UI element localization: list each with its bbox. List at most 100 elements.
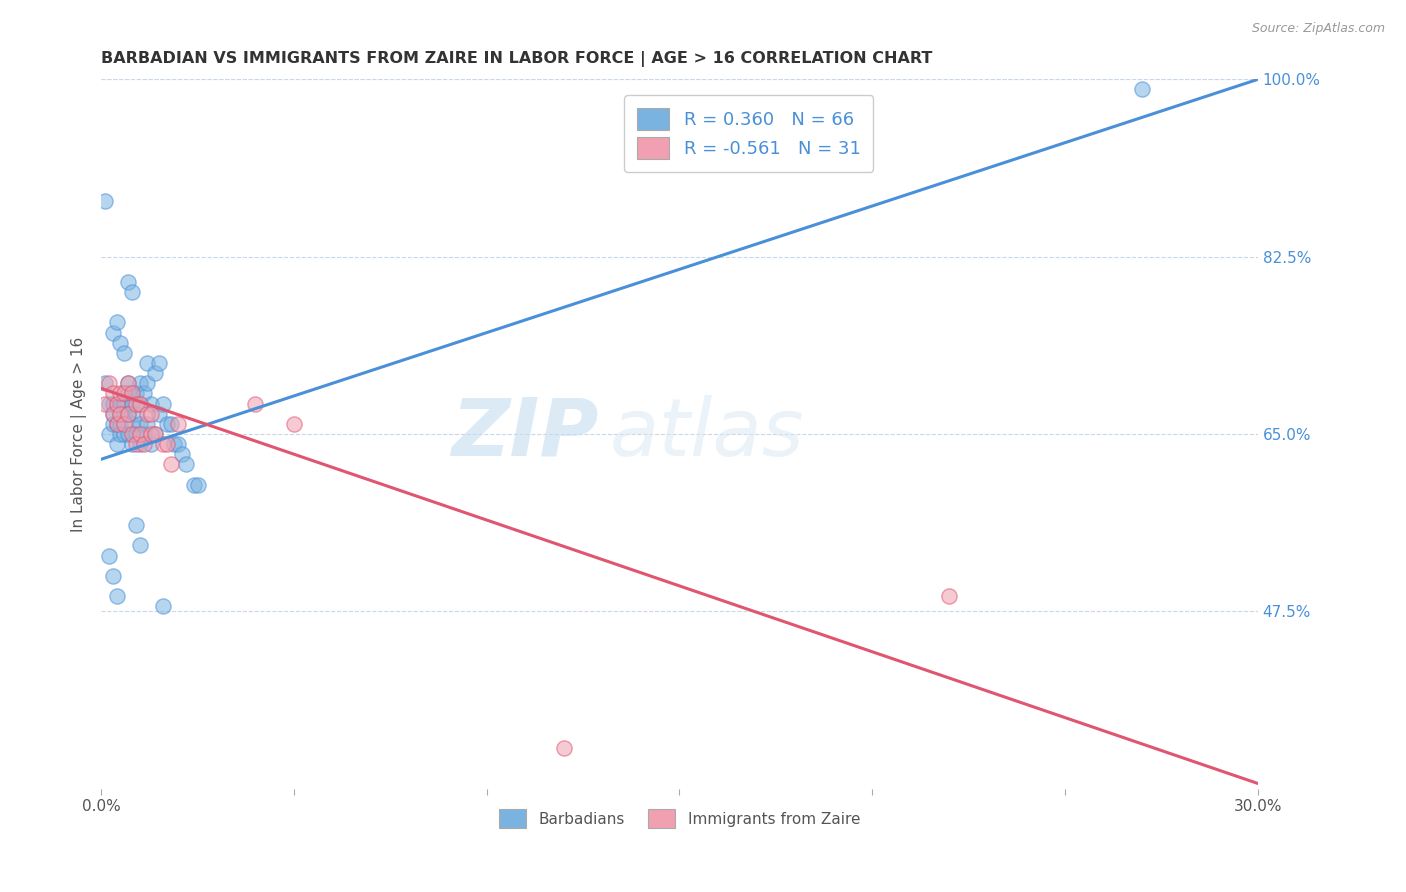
Point — [125, 386, 148, 401]
Point — [101, 407, 124, 421]
Point — [117, 386, 139, 401]
Point — [110, 386, 132, 401]
Point — [110, 407, 132, 421]
Text: atlas: atlas — [610, 395, 804, 473]
Point — [152, 599, 174, 614]
Point — [97, 426, 120, 441]
Point — [112, 417, 135, 431]
Point — [121, 285, 143, 299]
Point — [938, 589, 960, 603]
Point — [125, 437, 148, 451]
Point — [174, 458, 197, 472]
Legend: Barbadians, Immigrants from Zaire: Barbadians, Immigrants from Zaire — [492, 803, 866, 834]
Point — [128, 396, 150, 410]
Point — [94, 396, 117, 410]
Point — [132, 437, 155, 451]
Point — [97, 396, 120, 410]
Point — [121, 396, 143, 410]
Point — [125, 426, 148, 441]
Point — [94, 194, 117, 208]
Point — [101, 568, 124, 582]
Point — [141, 426, 163, 441]
Point — [128, 376, 150, 391]
Point — [128, 417, 150, 431]
Point — [152, 396, 174, 410]
Point — [128, 538, 150, 552]
Point — [101, 407, 124, 421]
Point — [136, 417, 159, 431]
Point — [117, 426, 139, 441]
Point — [105, 316, 128, 330]
Point — [159, 458, 181, 472]
Point — [136, 356, 159, 370]
Point — [121, 417, 143, 431]
Point — [136, 407, 159, 421]
Point — [105, 417, 128, 431]
Point — [148, 356, 170, 370]
Point — [1130, 82, 1153, 96]
Point — [117, 376, 139, 391]
Text: Source: ZipAtlas.com: Source: ZipAtlas.com — [1251, 22, 1385, 36]
Point — [143, 426, 166, 441]
Point — [112, 396, 135, 410]
Point — [110, 426, 132, 441]
Point — [121, 426, 143, 441]
Point — [112, 407, 135, 421]
Point — [167, 437, 190, 451]
Point — [132, 426, 155, 441]
Point — [183, 477, 205, 491]
Point — [245, 396, 267, 410]
Point — [112, 426, 135, 441]
Point — [148, 407, 170, 421]
Point — [132, 386, 155, 401]
Point — [128, 396, 150, 410]
Point — [143, 426, 166, 441]
Point — [101, 417, 124, 431]
Point — [128, 426, 150, 441]
Point — [112, 386, 135, 401]
Point — [105, 396, 128, 410]
Point — [141, 407, 163, 421]
Point — [141, 437, 163, 451]
Point — [121, 437, 143, 451]
Point — [110, 396, 132, 410]
Point — [117, 376, 139, 391]
Text: ZIP: ZIP — [451, 395, 599, 473]
Point — [128, 437, 150, 451]
Point — [110, 335, 132, 350]
Point — [105, 417, 128, 431]
Point — [121, 386, 143, 401]
Point — [110, 417, 132, 431]
Point — [101, 396, 124, 410]
Point — [101, 386, 124, 401]
Text: BARBADIAN VS IMMIGRANTS FROM ZAIRE IN LABOR FORCE | AGE > 16 CORRELATION CHART: BARBADIAN VS IMMIGRANTS FROM ZAIRE IN LA… — [101, 51, 932, 67]
Point — [283, 417, 305, 431]
Point — [159, 417, 181, 431]
Point — [117, 407, 139, 421]
Point — [110, 407, 132, 421]
Point — [112, 386, 135, 401]
Point — [97, 549, 120, 563]
Point — [105, 437, 128, 451]
Point — [105, 589, 128, 603]
Point — [136, 376, 159, 391]
Point — [167, 417, 190, 431]
Point — [101, 326, 124, 340]
Point — [105, 396, 128, 410]
Point — [141, 396, 163, 410]
Y-axis label: In Labor Force | Age > 16: In Labor Force | Age > 16 — [72, 336, 87, 532]
Point — [156, 417, 179, 431]
Point — [125, 407, 148, 421]
Point — [152, 437, 174, 451]
Point — [117, 275, 139, 289]
Point — [125, 518, 148, 533]
Point — [172, 447, 194, 461]
Point — [156, 437, 179, 451]
Point — [553, 741, 575, 756]
Point — [94, 376, 117, 391]
Point — [125, 396, 148, 410]
Point — [112, 346, 135, 360]
Point — [97, 376, 120, 391]
Point — [121, 386, 143, 401]
Point — [117, 407, 139, 421]
